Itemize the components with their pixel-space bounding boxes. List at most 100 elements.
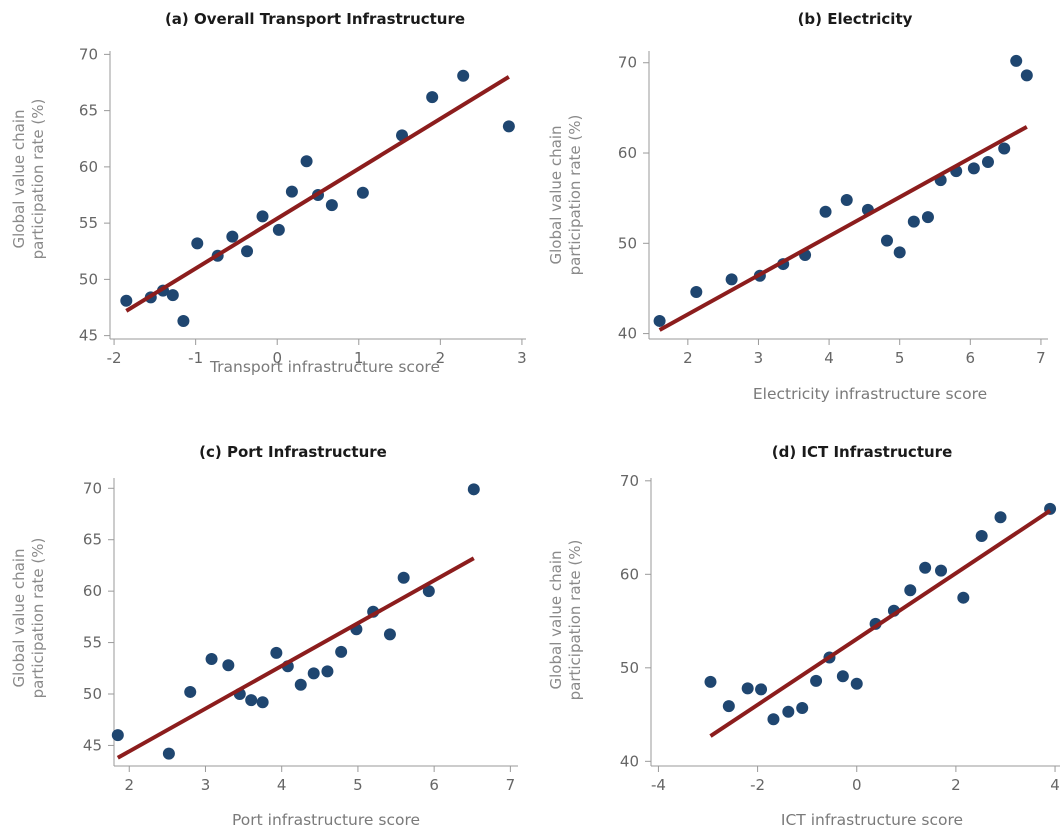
x-tick-label: 2 [436, 349, 446, 367]
data-point [245, 694, 258, 707]
data-point [904, 584, 917, 597]
data-point [285, 185, 298, 198]
x-tick-label: 7 [1036, 349, 1046, 367]
y-tick-label: 50 [618, 234, 637, 252]
data-point [111, 729, 124, 742]
data-point [457, 69, 470, 82]
data-point [1010, 54, 1023, 67]
data-point [467, 483, 480, 496]
y-axis-label-line2: participation rate (%) [566, 115, 584, 276]
data-point [226, 230, 239, 243]
fit-line [116, 556, 475, 760]
data-point [975, 529, 988, 542]
panel-b: (b) Electricity Global value chain parti… [547, 10, 1048, 403]
y-tick-label: 50 [620, 659, 639, 677]
y-tick-label: 70 [618, 54, 637, 72]
data-point [893, 246, 906, 259]
x-tick-label: 3 [517, 349, 527, 367]
x-tick-label: 5 [895, 349, 905, 367]
data-point [957, 591, 970, 604]
data-point [356, 186, 369, 199]
data-point [725, 273, 738, 286]
data-point [191, 237, 204, 250]
data-point [184, 685, 197, 698]
x-tick-label: 6 [966, 349, 976, 367]
panel-d: (d) ICT Infrastructure Global value chai… [547, 443, 1060, 829]
x-tick-label: 2 [683, 349, 693, 367]
panel-title: (d) ICT Infrastructure [772, 443, 953, 461]
data-point [397, 571, 410, 584]
y-tick-label: 70 [79, 45, 98, 63]
data-point [967, 162, 980, 175]
fit-line [125, 75, 510, 313]
data-point [422, 585, 435, 598]
x-axis-label: Transport infrastructure score [209, 358, 440, 376]
data-point [907, 215, 920, 228]
y-tick-label: 70 [83, 479, 102, 497]
x-axis-label: ICT infrastructure score [781, 811, 963, 829]
x-tick-label: -2 [750, 776, 765, 794]
data-point [256, 210, 269, 223]
panel-c: (c) Port Infrastructure Global value cha… [10, 443, 518, 829]
data-point [836, 670, 849, 683]
x-tick-label: -1 [188, 349, 203, 367]
x-tick-label: 3 [754, 349, 764, 367]
y-axis-label-line1: Global value chain [547, 551, 565, 690]
y-tick-label: 60 [618, 144, 637, 162]
data-point [120, 294, 133, 307]
data-point [880, 234, 893, 247]
y-tick-label: 50 [79, 270, 98, 288]
x-tick-label: 4 [1050, 776, 1060, 794]
panel-title: (a) Overall Transport Infrastructure [165, 10, 465, 28]
data-point [690, 286, 703, 299]
y-axis-label-line1: Global value chain [547, 126, 565, 265]
data-point [383, 628, 396, 641]
fit-line [658, 125, 1028, 332]
data-point [767, 713, 780, 726]
data-point [935, 564, 948, 577]
y-tick-label: 45 [79, 327, 98, 345]
data-point [653, 314, 666, 327]
data-point [222, 659, 235, 672]
y-tick-label: 40 [618, 325, 637, 343]
data-point [796, 702, 809, 715]
data-point [270, 646, 283, 659]
data-point [850, 677, 863, 690]
y-tick-label: 60 [79, 158, 98, 176]
x-tick-label: 3 [201, 776, 211, 794]
data-point [321, 665, 334, 678]
data-point [1020, 69, 1033, 82]
y-tick-label: 65 [83, 531, 102, 549]
data-point [205, 653, 218, 666]
data-point [294, 678, 307, 691]
data-point [741, 682, 754, 695]
data-point [166, 289, 179, 302]
x-tick-label: -4 [651, 776, 666, 794]
y-tick-label: 60 [620, 565, 639, 583]
x-axis-label: Electricity infrastructure score [753, 385, 987, 403]
y-tick-label: 70 [620, 472, 639, 490]
x-tick-label: 7 [506, 776, 516, 794]
data-point [272, 223, 285, 236]
x-tick-label: 0 [272, 349, 282, 367]
data-point [840, 193, 853, 206]
data-point [426, 91, 439, 104]
data-point [300, 155, 313, 168]
x-tick-label: 0 [852, 776, 862, 794]
data-point [241, 245, 254, 258]
y-tick-label: 50 [83, 685, 102, 703]
data-point [755, 683, 768, 696]
data-point [981, 156, 994, 169]
y-tick-label: 55 [83, 634, 102, 652]
y-tick-label: 60 [83, 582, 102, 600]
data-point [307, 667, 320, 680]
y-axis-label-line1: Global value chain [10, 110, 28, 249]
data-point [177, 315, 190, 327]
y-axis-label-line2: participation rate (%) [29, 99, 47, 260]
x-tick-label: 4 [824, 349, 834, 367]
data-point [819, 205, 832, 218]
y-axis-label-line1: Global value chain [10, 549, 28, 688]
y-axis-label-line2: participation rate (%) [29, 538, 47, 699]
data-point [502, 120, 515, 133]
